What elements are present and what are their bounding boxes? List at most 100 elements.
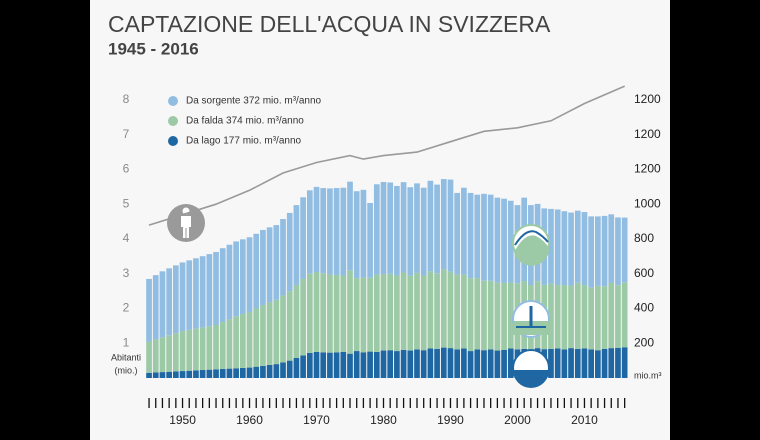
bar-segment <box>601 286 608 349</box>
bar-segment <box>327 188 333 275</box>
bar-segment <box>487 349 494 378</box>
bar-segment <box>588 349 595 378</box>
bar-segment <box>574 348 581 378</box>
population-line <box>148 85 626 226</box>
bar-segment <box>494 282 501 351</box>
bar-segment <box>179 331 186 372</box>
bar-segment <box>313 186 320 273</box>
bar-segment <box>494 197 501 283</box>
bar-segment <box>367 351 373 378</box>
bar-segment <box>347 270 353 354</box>
bar-segment <box>226 368 233 378</box>
bar-segment <box>226 244 233 320</box>
bar-segment <box>206 254 213 327</box>
bar-segment <box>179 371 186 378</box>
bar-segment <box>253 233 260 309</box>
bar-segment <box>434 273 440 349</box>
legend-label: Da falda 374 mio. m³/anno <box>186 116 304 127</box>
bar-segment <box>333 352 340 378</box>
bar-segment <box>481 280 487 351</box>
bar-segment <box>454 274 461 350</box>
bar-segment <box>434 184 440 274</box>
bar-segment <box>199 370 206 378</box>
legend-label: Da lago 177 mio. m³/anno <box>186 136 302 147</box>
bar-segment <box>226 319 233 369</box>
bar-segment <box>414 272 420 350</box>
bar-segment <box>340 187 347 276</box>
bar-segment <box>179 262 186 332</box>
bar-segment <box>454 349 461 378</box>
bar-segment <box>461 348 467 378</box>
bar-segment <box>554 348 561 378</box>
bar-segment <box>172 333 179 372</box>
y2-tick-label: 400 <box>634 301 654 315</box>
bar-segment <box>360 277 367 353</box>
bar-segment <box>561 211 568 286</box>
y2-tick-label: 200 <box>634 335 654 349</box>
x-tick-label: 1990 <box>437 413 464 427</box>
bar-segment <box>420 350 427 378</box>
bar-segment <box>300 278 306 356</box>
bar-segment <box>574 210 581 283</box>
bar-segment <box>266 302 273 365</box>
bar-segment <box>293 358 300 378</box>
bar-segment <box>407 275 414 351</box>
bar-segment <box>581 285 588 349</box>
bar-segment <box>615 217 621 286</box>
chart-title: CAPTAZIONE DELL'ACQUA IN SVIZZERA <box>108 11 551 37</box>
bar-segment <box>481 193 487 281</box>
y2-tick-label: 1200 <box>634 127 661 141</box>
bar-segment <box>246 367 253 378</box>
y-tick-label: 8 <box>123 92 130 106</box>
y-tick-label: 4 <box>123 231 130 245</box>
x-tick-label: 1960 <box>236 413 263 427</box>
bar-segment <box>193 258 199 329</box>
y-tick-label: 3 <box>123 266 130 280</box>
bar-segment <box>394 275 400 352</box>
bar-segment <box>233 241 239 317</box>
bar-segment <box>400 349 407 378</box>
bar-segment <box>166 335 172 372</box>
bar-segment <box>507 200 514 283</box>
bar-segment <box>501 349 507 378</box>
bar-segment <box>152 339 159 373</box>
bar-segment <box>454 192 461 275</box>
bar-segment <box>461 187 467 275</box>
bar-segment <box>260 365 266 378</box>
bar-segment <box>440 269 447 348</box>
bar-segment <box>306 190 313 274</box>
y2-tick-label: 1000 <box>634 196 661 210</box>
bar-segment <box>159 372 166 378</box>
bar-segment <box>427 271 434 349</box>
y2-tick-label: 600 <box>634 266 654 280</box>
bar-segment <box>447 271 454 349</box>
bar-segment <box>219 322 226 369</box>
bar-segment <box>414 183 420 273</box>
bar-segment <box>621 282 628 348</box>
y2-tick-label: 1200 <box>634 162 661 176</box>
bar-segment <box>615 285 621 348</box>
y-tick-label: 7 <box>123 127 130 141</box>
bar-segment <box>280 219 286 296</box>
bar-segment <box>373 274 380 352</box>
bar-segment <box>387 350 394 378</box>
y-tick-label: 5 <box>123 196 130 210</box>
legend-swatch <box>168 116 178 126</box>
bar-segment <box>621 347 628 378</box>
bar-segment <box>380 274 387 351</box>
bar-segment <box>353 278 360 352</box>
bar-segment <box>400 272 407 350</box>
bar-segment <box>367 277 373 352</box>
bar-segment <box>373 184 380 275</box>
x-tick-label: 2000 <box>504 413 531 427</box>
bar-segment <box>159 337 166 373</box>
bar-segment <box>320 273 327 353</box>
lake-icon <box>512 349 550 388</box>
bar-segment <box>159 271 166 338</box>
bar-segment <box>327 274 333 353</box>
bar-segment <box>568 285 574 349</box>
bar-segment <box>501 198 507 283</box>
bar-segment <box>447 179 454 272</box>
bar-segment <box>474 194 481 279</box>
